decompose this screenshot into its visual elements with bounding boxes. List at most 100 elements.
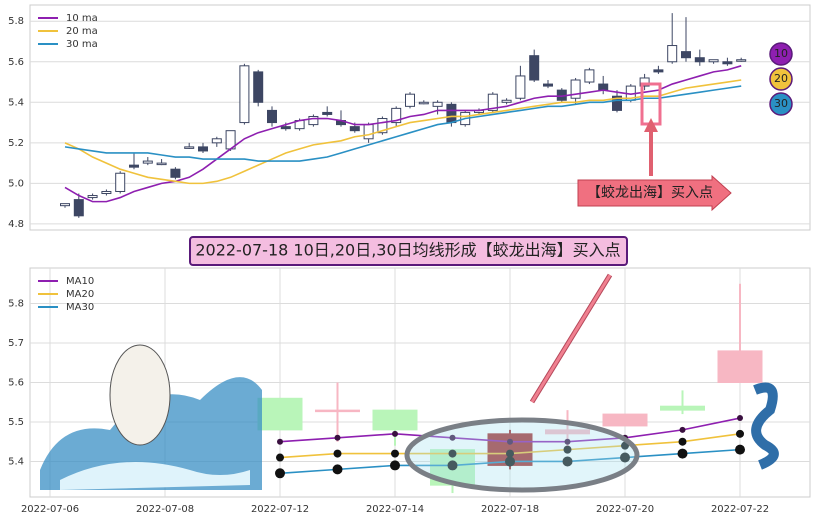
y-tick-label: 5.7 [8, 338, 24, 349]
candle-body [363, 124, 374, 140]
x-tick-label: 2022-07-12 [251, 504, 309, 515]
x-tick-label: 2022-07-22 [711, 504, 769, 515]
candle-body [432, 101, 443, 107]
candle-body [349, 126, 360, 132]
candle-body [543, 83, 553, 87]
candle-body [570, 79, 581, 99]
candle-body [501, 99, 512, 103]
candle-body [170, 168, 181, 178]
candle-body [257, 397, 303, 431]
ma-line [64, 85, 742, 162]
candle-body [73, 199, 84, 217]
candle-body [602, 413, 648, 427]
legend-label: MA20 [66, 289, 94, 300]
candle-body [612, 95, 622, 111]
ma-point [277, 438, 283, 445]
candle-body [315, 409, 360, 413]
candle-body [545, 429, 590, 435]
candle-body [184, 146, 195, 149]
ma-point [563, 445, 572, 454]
ma-point [275, 468, 285, 479]
candle-body [156, 162, 167, 166]
candle-body [736, 59, 747, 62]
ma-point [447, 460, 458, 471]
badge [769, 42, 793, 66]
candle-body [60, 203, 70, 207]
candle-body [129, 164, 139, 168]
candle-body [308, 115, 319, 126]
candle-body [87, 195, 98, 199]
y-tick-label: 5.2 [8, 138, 24, 149]
x-tick-label: 2022-07-14 [366, 504, 424, 515]
y-tick-label: 5.8 [8, 299, 24, 310]
surfboard-decoration [60, 462, 250, 490]
candle-body [391, 107, 402, 124]
candle-body [487, 93, 498, 111]
y-tick-label: 5.0 [8, 178, 24, 189]
y-tick-label: 5.6 [8, 378, 24, 389]
candle-body [598, 83, 609, 91]
candle-body [639, 77, 650, 87]
y-tick-label: 5.4 [8, 456, 24, 467]
candle-body [584, 69, 595, 83]
legend-label: MA30 [66, 302, 94, 313]
ma-point [737, 415, 743, 422]
ma-point [735, 444, 745, 455]
ma-point [679, 426, 686, 433]
ma-point [448, 449, 457, 458]
ma-line [64, 79, 742, 185]
annotation-text: 【蛟龙出海】买入点 [587, 185, 713, 201]
badge-label: 10 [774, 47, 788, 60]
candle-body [708, 59, 719, 63]
x-tick-label: 2022-07-06 [21, 504, 79, 515]
y-tick-label: 5.4 [8, 97, 24, 108]
banner-text: 2022-07-18 10日,20日,30日均线形成【蛟龙出海】买入点 [195, 241, 620, 260]
candle-body [446, 103, 457, 124]
badge [769, 92, 793, 116]
ma-point [562, 456, 573, 467]
badge-label: 20 [774, 72, 788, 85]
pointer-arrow [530, 274, 612, 403]
ma-point [332, 464, 343, 475]
banner [189, 236, 628, 266]
ma-point [507, 438, 513, 445]
legend-label: 30 ma [66, 39, 98, 50]
y-tick-label: 5.8 [8, 16, 24, 27]
candle-body [515, 75, 526, 99]
candle-body [529, 55, 540, 81]
y-tick-label: 5.5 [8, 417, 24, 428]
ma-point [391, 449, 399, 458]
dragon-decoration [751, 382, 779, 470]
candle-body [681, 51, 691, 59]
ma-point [333, 449, 342, 458]
ma-point [620, 452, 630, 463]
badge-label: 30 [774, 97, 788, 110]
dog-decoration [109, 344, 171, 446]
candle-body [377, 118, 388, 134]
candle-body [694, 57, 705, 63]
candle-body [660, 405, 705, 411]
highlight-ellipse [404, 417, 640, 493]
candle-body [418, 101, 429, 105]
ma-point [564, 438, 571, 445]
annotation-arrow [577, 174, 732, 212]
candle-body [653, 69, 664, 73]
candle-body [667, 45, 678, 63]
ma-point [736, 429, 744, 438]
ma-point [390, 460, 400, 471]
ma-point [449, 434, 456, 441]
ma-point [678, 437, 687, 446]
candle-body [115, 172, 126, 192]
y-tick-label: 4.8 [8, 219, 24, 230]
ma-line [64, 65, 742, 203]
candle-body [405, 93, 415, 107]
x-tick-label: 2022-07-18 [481, 504, 539, 515]
ma-point [506, 449, 514, 458]
candle-body [253, 71, 264, 103]
candle-body [211, 138, 222, 144]
candle-body [101, 190, 112, 195]
candle-body [267, 109, 277, 124]
candle-body [142, 160, 153, 164]
y-tick-label: 5.6 [8, 57, 24, 68]
